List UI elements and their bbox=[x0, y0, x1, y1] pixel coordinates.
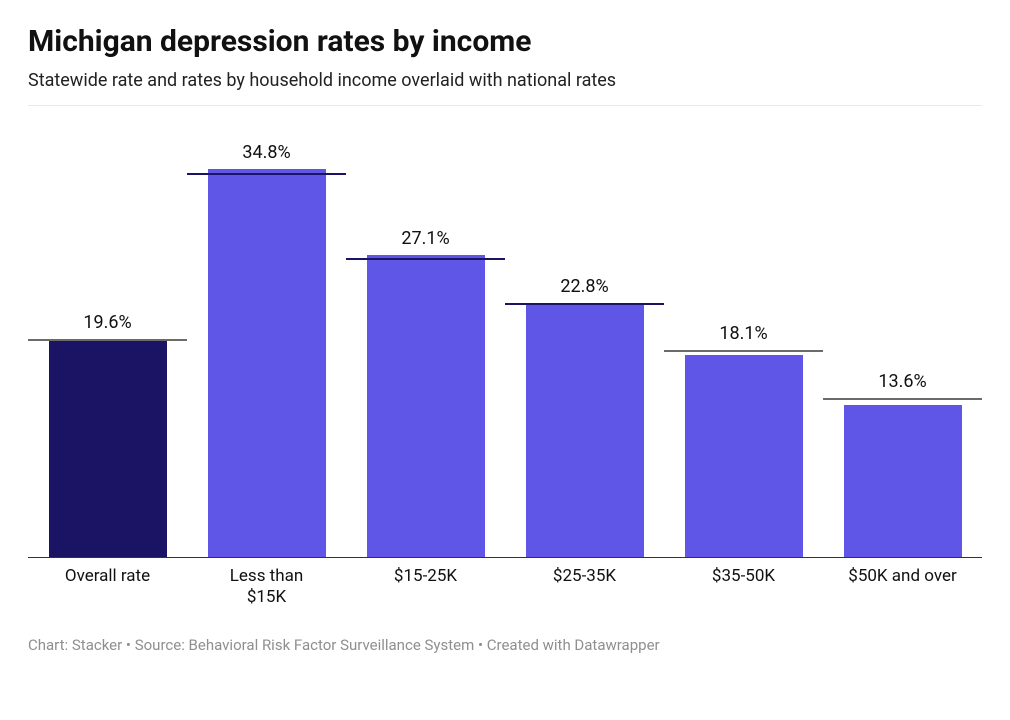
divider bbox=[28, 105, 982, 106]
bar-slot: 22.8% bbox=[505, 167, 664, 557]
overlay-line bbox=[346, 258, 505, 260]
bar-slot: 13.6% bbox=[823, 167, 982, 557]
bar-slot: 19.6% bbox=[28, 167, 187, 557]
value-label: 27.1% bbox=[346, 228, 505, 249]
overlay-line bbox=[28, 339, 187, 341]
bar bbox=[208, 169, 326, 557]
bar bbox=[367, 255, 485, 557]
category-label: Less than$15K bbox=[187, 566, 346, 609]
overlay-line bbox=[505, 303, 664, 305]
overlay-line bbox=[823, 398, 982, 400]
bar bbox=[685, 355, 803, 557]
category-label: $35-50K bbox=[664, 566, 823, 587]
value-label: 34.8% bbox=[187, 142, 346, 163]
x-axis-labels: Overall rateLess than$15K$15-25K$25-35K$… bbox=[28, 566, 982, 616]
bar bbox=[844, 405, 962, 557]
category-label: $15-25K bbox=[346, 566, 505, 587]
bar bbox=[526, 303, 644, 557]
bar bbox=[49, 339, 167, 557]
overlay-line bbox=[187, 173, 346, 175]
value-label: 18.1% bbox=[664, 323, 823, 344]
bar-slot: 18.1% bbox=[664, 167, 823, 557]
value-label: 22.8% bbox=[505, 276, 664, 297]
chart-footer: Chart: Stacker • Source: Behavioral Risk… bbox=[28, 636, 982, 654]
bar-slot: 27.1% bbox=[346, 167, 505, 557]
chart-subtitle: Statewide rate and rates by household in… bbox=[28, 70, 982, 91]
bar-slot: 34.8% bbox=[187, 167, 346, 557]
category-label: $50K and over bbox=[823, 566, 982, 587]
chart-area: 19.6%34.8%27.1%22.8%18.1%13.6% Overall r… bbox=[28, 116, 982, 616]
chart-container: Michigan depression rates by income Stat… bbox=[0, 0, 1010, 670]
value-label: 13.6% bbox=[823, 371, 982, 392]
plot-region: 19.6%34.8%27.1% 22.8% 18.1% 13.6% bbox=[28, 168, 982, 558]
category-label: $25-35K bbox=[505, 566, 664, 587]
category-label: Overall rate bbox=[28, 566, 187, 587]
chart-title: Michigan depression rates by income bbox=[28, 24, 982, 60]
value-label: 19.6% bbox=[28, 312, 187, 333]
overlay-line bbox=[664, 350, 823, 352]
